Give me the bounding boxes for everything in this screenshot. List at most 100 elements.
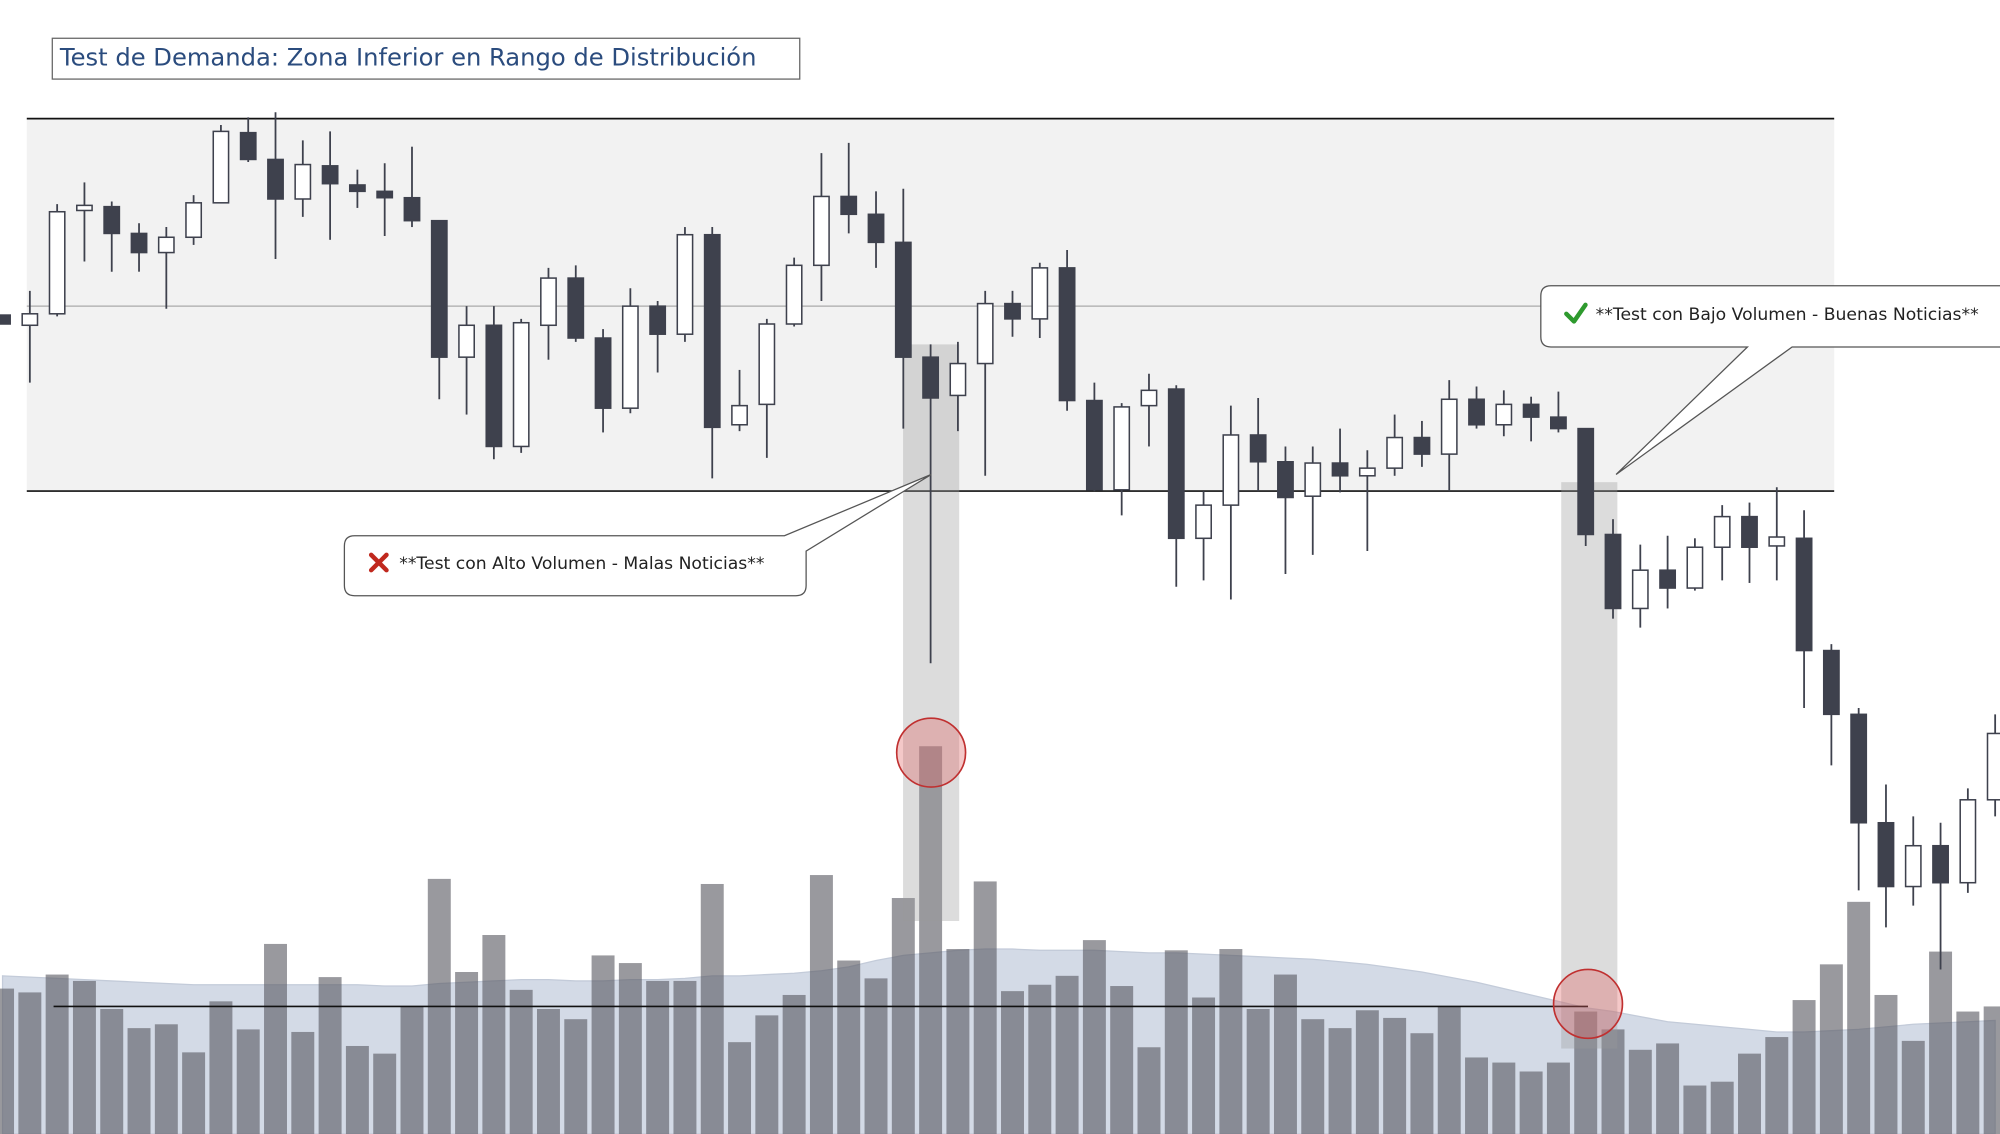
candle-body [1768,536,1786,547]
volume-bar [728,1042,752,1134]
candle-body [212,130,230,204]
candle-body [1440,398,1458,455]
volume-bar [1001,991,1024,1134]
volume-bar [1847,901,1871,1134]
candle-body [894,241,912,358]
volume-bar [700,883,724,1134]
candle-body [758,323,776,406]
candle-body [1741,515,1758,548]
candle-body [1277,460,1294,499]
volume-bar [1601,1029,1625,1134]
candle-body [1713,515,1731,548]
volume-bar [1546,1062,1570,1134]
candle-body [1877,821,1895,888]
candle-body [621,305,639,409]
candle-body [1031,267,1049,320]
candle-body [1577,427,1595,536]
candle-body [1358,467,1376,477]
chart-title: Test de Demanda: Zona Inferior en Rango … [59,44,757,72]
callout-box [343,473,932,597]
candle-body [185,202,203,239]
cross-icon [368,552,389,573]
candle-body [949,362,967,397]
volume-bar [127,1028,151,1134]
candle-body [348,184,366,193]
candle-body [1986,732,2000,801]
candle-body [922,356,940,399]
candle-body [1004,302,1021,320]
candle-body [1631,569,1649,610]
candle-body [703,233,721,429]
candle-body [1522,403,1540,418]
candle-body [430,219,448,358]
candle-body [1304,462,1322,497]
candle-body [1468,398,1485,426]
volume-bar [1738,1053,1761,1134]
volume-bar [1492,1062,1516,1134]
candle-body [1904,844,1922,888]
volume-bar [536,1008,560,1134]
candle-body [157,236,175,254]
candle-body [1140,389,1158,407]
volume-bar [1465,1057,1489,1134]
volume-bar [318,977,342,1134]
candle-body [1550,416,1567,430]
volume-bar [291,1031,315,1134]
volume-bar [0,988,15,1134]
volume-bar [1792,1000,1816,1134]
candle-body [103,205,121,235]
candle-body [130,232,148,254]
highlight-circle [895,717,967,788]
volume-bar [1519,1071,1543,1134]
candle-body [48,210,66,315]
candle-body [1222,434,1240,506]
volume-bar [1192,997,1216,1134]
candle-body [1495,403,1513,426]
candle-body [1058,267,1076,402]
candle-body [76,204,93,212]
volume-bar [591,955,615,1134]
volume-bar [1656,1043,1680,1134]
volume-bar [400,1006,424,1134]
volume-bar [209,1001,233,1134]
volume-bar [946,949,970,1134]
volume-bar [1273,974,1297,1134]
candle-body [785,264,803,325]
candle-body [976,302,994,365]
volume-bar [1901,1040,1925,1134]
candle-body [21,313,39,327]
volume-bar [1983,1006,2000,1134]
candle-layer [0,112,2000,970]
candle-body [1822,649,1840,716]
volume-bar [482,935,506,1134]
candle-body [321,165,339,185]
callout-text: **Test con Bajo Volumen - Buenas Noticia… [1596,305,1979,325]
candle-body [1932,844,1949,884]
volume-bar [373,1053,397,1134]
candle-body [567,277,585,339]
volume-bar [564,1019,588,1134]
volume-bar [100,1008,124,1134]
candle-body [1331,462,1349,477]
volume-bar [891,898,915,1134]
callout-box [1540,285,2000,476]
volume-bar [45,974,69,1134]
volume-bar [973,881,997,1134]
volume-bar [509,989,533,1134]
volume-bar [809,875,833,1134]
volume-bar [1328,1028,1352,1134]
volume-bar [182,1052,206,1134]
volume-bar [1628,1049,1652,1134]
candle-body [1085,399,1103,491]
candle-body [1249,434,1267,463]
candle-body [1413,436,1431,455]
volume-bar [1137,1047,1161,1134]
candle-body [1167,388,1185,540]
overlay-layer: **Test con Alto Volumen - Malas Noticias… [51,37,2000,1040]
candle-body [594,337,612,409]
volume-bar [18,992,42,1134]
candle-body [294,163,312,200]
volume-bar [782,994,806,1134]
volume-bar [1383,1017,1407,1134]
